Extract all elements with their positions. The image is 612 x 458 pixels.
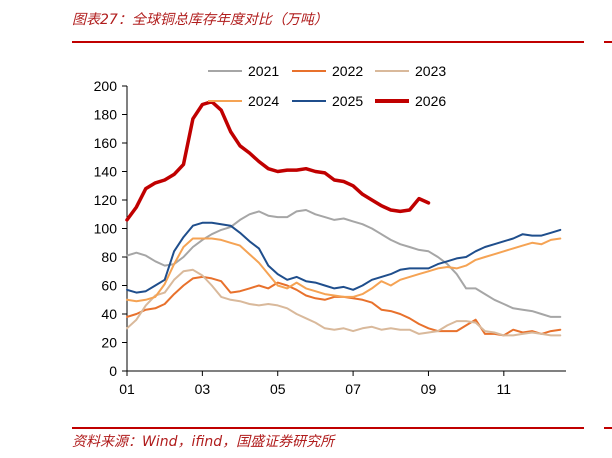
x-tick-label: 09 bbox=[421, 381, 437, 397]
y-tick-label: 180 bbox=[94, 107, 118, 123]
series-line-2022 bbox=[126, 275, 562, 337]
series-line-2024 bbox=[126, 237, 562, 303]
y-tick-label: 40 bbox=[101, 306, 117, 322]
title-divider bbox=[72, 41, 584, 43]
y-tick-label: 200 bbox=[94, 78, 118, 94]
chart-axes: 0 20 40 60 80 100 120 140 160 180 200 01 03 05 07 09 11 bbox=[94, 78, 566, 397]
series-line-2026 bbox=[125, 99, 431, 222]
x-tick-label: 07 bbox=[345, 381, 361, 397]
chart-series bbox=[125, 99, 562, 337]
title-divider-stub bbox=[604, 41, 612, 43]
y-tick-label: 80 bbox=[101, 249, 117, 265]
series-line-2023 bbox=[126, 268, 562, 337]
y-tick-label: 100 bbox=[94, 221, 118, 237]
legend-label-2022: 2022 bbox=[332, 63, 363, 79]
source-divider-stub bbox=[604, 427, 612, 429]
legend-label-2024: 2024 bbox=[248, 93, 279, 109]
y-tick-label: 120 bbox=[94, 192, 118, 208]
x-tick-label: 05 bbox=[270, 381, 286, 397]
legend-label-2025: 2025 bbox=[332, 93, 363, 109]
y-tick-label: 160 bbox=[94, 135, 118, 151]
source-note: 资料来源：Wind，ifind，国盛证券研究所 bbox=[72, 434, 335, 450]
legend-label-2021: 2021 bbox=[248, 63, 279, 79]
series-line-2025 bbox=[126, 221, 562, 294]
y-tick-label: 0 bbox=[109, 363, 117, 379]
series-line-2021 bbox=[126, 209, 562, 318]
x-tick-label: 03 bbox=[195, 381, 211, 397]
legend-label-2023: 2023 bbox=[415, 63, 446, 79]
y-tick-label: 20 bbox=[101, 335, 117, 351]
x-tick-label: 01 bbox=[119, 381, 135, 397]
y-tick-label: 140 bbox=[94, 164, 118, 180]
y-tick-label: 60 bbox=[101, 278, 117, 294]
source-divider bbox=[72, 427, 584, 429]
chart-legend: 2021 2022 2023 2024 2025 2026 bbox=[208, 63, 446, 109]
chart-title: 图表27：全球铜总库存年度对比（万吨） bbox=[72, 12, 328, 28]
legend-label-2026: 2026 bbox=[415, 93, 446, 109]
x-tick-label: 11 bbox=[497, 381, 512, 397]
